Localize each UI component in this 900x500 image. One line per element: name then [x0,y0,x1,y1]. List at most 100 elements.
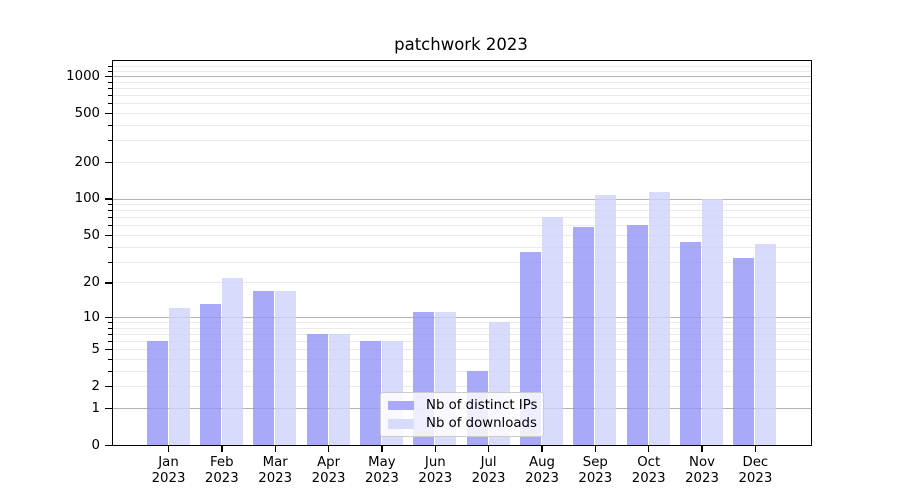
gridline-minor [113,112,811,114]
x-tick [594,445,596,452]
bar-ips-mar [253,290,275,445]
x-tick-label: Jun 2023 [393,455,477,486]
gridline-minor [113,217,811,219]
y-tick-minor [108,95,112,96]
x-tick-label: Dec 2023 [713,455,797,486]
x-tick-label-month: Feb [210,455,234,470]
legend-item-ips: Nb of distinct IPs [381,397,543,415]
gridline-minor [113,246,811,248]
bar-ips-apr [306,333,328,445]
x-tick-label-year: 2023 [418,470,453,486]
x-tick-label: Jan 2023 [127,455,211,486]
x-tick-label-month: Apr [317,455,341,470]
chart-title: patchwork 2023 [394,35,528,54]
gridline-minor [113,66,811,68]
x-tick-label-month: Oct [637,455,661,470]
x-tick-label-year: 2023 [471,470,506,486]
y-tick-label: 500 [74,105,100,121]
legend-swatch-ips [388,400,414,411]
gridline-minor [113,210,811,212]
y-tick-minor [108,103,112,105]
bar-ips-may [359,341,381,445]
y-tick [105,198,112,200]
y-tick [105,407,112,410]
y-tick [105,234,112,237]
x-tick-label-year: 2023 [578,470,613,486]
bar-ips-oct [626,225,648,445]
y-tick [105,386,112,388]
gridline-minor [113,95,811,96]
bar-ips-nov [680,241,701,445]
gridline-minor [113,341,811,343]
x-tick-label: Jul 2023 [447,455,531,486]
gridline-minor [113,370,811,372]
y-tick-minor [108,333,112,335]
y-tick [105,349,112,351]
y-tick-label: 10 [83,309,100,325]
gridline-major [113,316,811,318]
bar-downloads-sep [595,194,617,445]
x-tick-label: Sep 2023 [553,455,637,486]
x-tick-label: Apr 2023 [287,455,371,486]
y-tick-minor [108,140,112,142]
y-tick-minor [108,327,112,329]
y-tick-minor [108,341,112,343]
y-tick-minor [108,81,112,83]
y-tick [105,161,112,163]
gridline-minor [113,386,811,388]
gridline-minor [113,359,811,360]
x-tick-label-month: Dec [742,455,769,470]
y-tick-minor [108,246,112,248]
legend: Nb of distinct IPs Nb of downloads [380,391,544,437]
gridline-minor [113,140,811,142]
y-tick-minor [108,217,112,219]
y-tick [105,112,112,115]
gridline-minor [113,349,811,351]
bar-downloads-dec [755,244,777,445]
x-tick-label-month: Aug [529,455,555,470]
x-tick [701,445,703,452]
bar-downloads-nov [702,198,723,445]
bar-ips-jan [146,341,168,445]
x-tick-label-year: 2023 [311,470,346,486]
x-tick-label-year: 2023 [738,470,773,486]
gridline-minor [113,204,811,205]
y-tick-minor [108,87,112,89]
x-tick-label-year: 2023 [204,470,239,486]
y-tick-minor [108,370,112,372]
y-tick-label: 100 [74,191,100,207]
gridline-minor [113,70,811,72]
x-tick-label-month: Jun [424,455,446,470]
gridline-minor [113,161,811,163]
y-tick-minor [108,261,112,263]
x-tick-label: Mar 2023 [233,455,317,486]
gridline-major [113,75,811,77]
gridline-minor [113,327,811,329]
x-tick-label-year: 2023 [525,470,559,486]
x-tick-label: Feb 2023 [180,455,264,486]
x-tick-label-year: 2023 [631,470,666,486]
y-tick [105,316,112,319]
y-tick [105,282,112,284]
x-tick-label: Oct 2023 [607,455,691,486]
gridline-minor [113,333,811,335]
y-tick-minor [108,124,112,126]
gridline-major [113,198,811,200]
legend-swatch-downloads [388,419,414,429]
x-tick-label-year: 2023 [151,470,186,486]
x-tick-label-year: 2023 [685,470,719,486]
x-tick [754,445,756,452]
x-tick-label-month: Mar [262,455,288,470]
x-tick-label: Aug 2023 [500,455,584,486]
gridline-minor [113,81,811,83]
gridline-minor [113,124,811,126]
y-tick-label: 1 [91,400,100,416]
plot-area [112,60,812,446]
y-tick [105,444,112,447]
y-tick-minor [108,322,112,323]
y-tick-label: 1000 [66,68,100,84]
gridline-minor [113,235,811,236]
y-tick-minor [108,70,112,72]
bar-ips-feb [199,304,221,445]
x-tick-label-month: May [368,455,396,470]
